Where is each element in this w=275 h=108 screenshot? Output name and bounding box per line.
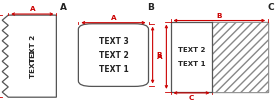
Bar bbox=[170, 22, 268, 92]
Polygon shape bbox=[2, 15, 56, 97]
Text: TEXT 2: TEXT 2 bbox=[30, 34, 36, 63]
Text: A: A bbox=[111, 15, 116, 21]
Text: B: B bbox=[156, 52, 161, 58]
Text: TEXT 1: TEXT 1 bbox=[98, 65, 128, 74]
Text: A: A bbox=[60, 3, 67, 12]
Text: A: A bbox=[158, 54, 163, 60]
Text: TEXT 2: TEXT 2 bbox=[98, 51, 128, 60]
Text: B: B bbox=[147, 3, 154, 12]
Text: B: B bbox=[217, 13, 222, 19]
Text: C: C bbox=[267, 3, 274, 12]
Text: C: C bbox=[189, 94, 194, 101]
Text: TEXT 3: TEXT 3 bbox=[98, 37, 128, 46]
Text: TEXT 2: TEXT 2 bbox=[178, 47, 205, 53]
FancyBboxPatch shape bbox=[78, 24, 148, 86]
Text: A: A bbox=[29, 6, 35, 12]
Bar bbox=[213, 22, 268, 92]
Text: TEXT 1: TEXT 1 bbox=[178, 61, 205, 67]
Text: TEXT 1: TEXT 1 bbox=[30, 50, 36, 78]
